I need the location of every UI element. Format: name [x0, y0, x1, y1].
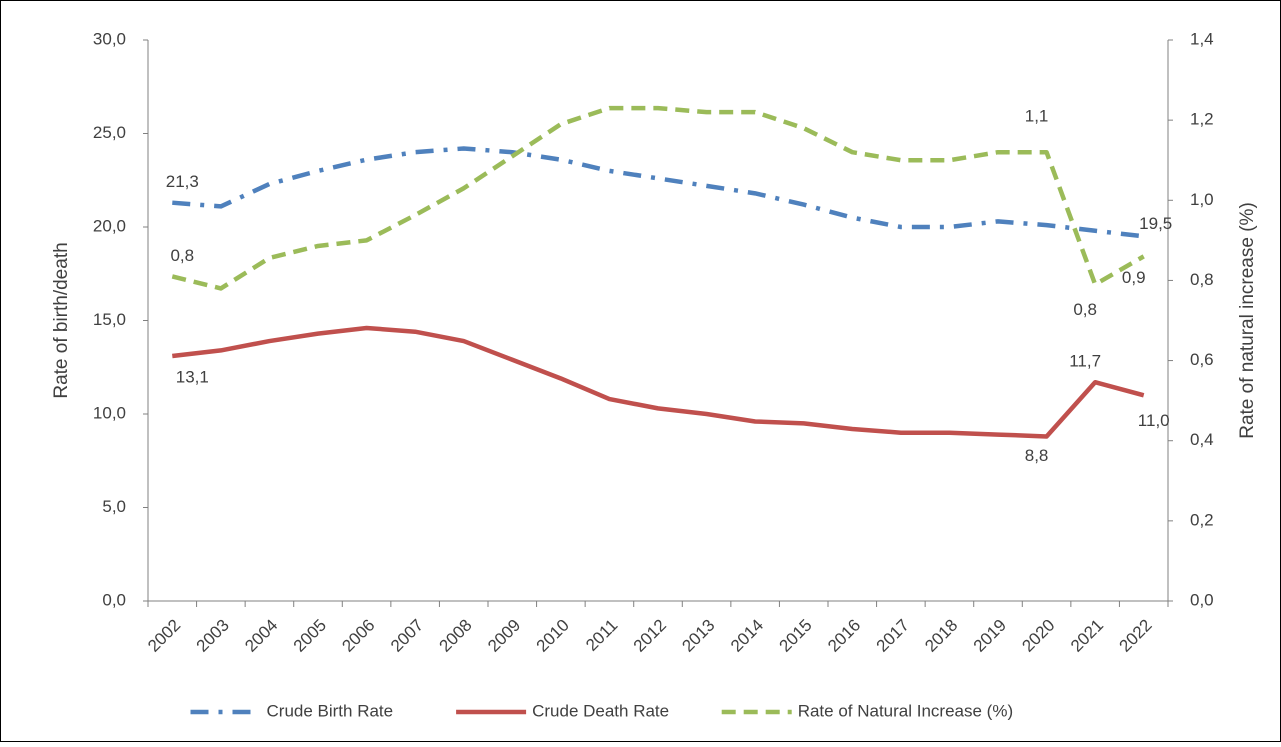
y-tick-label: 30,0	[93, 29, 126, 48]
series-line	[172, 146, 1144, 239]
x-tick-label: 2008	[436, 616, 476, 656]
x-tick-label: 2005	[290, 616, 330, 656]
y2-tick-label: 0,8	[1190, 270, 1214, 289]
x-tick-label: 2016	[824, 616, 864, 656]
y-tick-label: 0,0	[102, 590, 126, 609]
x-tick-label: 2021	[1067, 616, 1107, 656]
legend-label: Crude Birth Rate	[267, 701, 394, 720]
x-tick-label: 2003	[193, 616, 233, 656]
x-tick-label: 2022	[1116, 616, 1156, 656]
series-line	[171, 105, 1145, 291]
x-tick-label: 2002	[144, 616, 184, 656]
y-tick-label: 20,0	[93, 216, 126, 235]
y2-tick-label: 1,2	[1190, 110, 1214, 129]
x-tick-label: 2013	[678, 616, 718, 656]
y-tick-label: 10,0	[93, 403, 126, 422]
x-tick-label: 2019	[970, 616, 1010, 656]
x-tick-label: 2015	[776, 616, 816, 656]
legend-label: Crude Death Rate	[532, 701, 669, 720]
y-tick-label: 15,0	[93, 310, 126, 329]
data-label: 8,8	[1025, 446, 1049, 465]
data-label: 0,9	[1122, 268, 1146, 287]
y-axis-title: Rate of birth/death	[51, 242, 72, 398]
data-label: 1,1	[1025, 107, 1049, 126]
y-tick-label: 25,0	[93, 123, 126, 142]
data-label: 11,0	[1138, 411, 1170, 430]
data-label: 13,1	[176, 368, 209, 387]
x-tick-label: 2004	[241, 616, 281, 656]
x-tick-label: 2018	[921, 616, 961, 656]
x-tick-label: 2007	[387, 616, 427, 656]
x-tick-label: 2010	[533, 616, 573, 656]
x-tick-label: 2009	[484, 616, 524, 656]
y2-axis-title: Rate of natural increase (%)	[1237, 202, 1258, 439]
y2-tick-label: 1,0	[1190, 190, 1214, 209]
y2-tick-label: 0,4	[1190, 430, 1214, 449]
x-tick-label: 2012	[630, 616, 670, 656]
y-tick-label: 5,0	[102, 497, 126, 516]
x-tick-label: 2017	[873, 616, 913, 656]
data-label: 0,8	[1073, 300, 1097, 319]
data-label: 21,3	[166, 172, 199, 191]
x-tick-label: 2011	[582, 616, 621, 655]
y2-tick-label: 0,6	[1190, 350, 1214, 369]
y2-tick-label: 1,4	[1190, 29, 1214, 48]
x-tick-label: 2020	[1018, 616, 1058, 656]
x-tick-label: 2006	[338, 616, 378, 656]
y2-tick-label: 0,2	[1190, 510, 1214, 529]
data-label: 11,7	[1069, 352, 1101, 371]
series-line	[172, 325, 1145, 439]
data-label: 0,8	[170, 246, 194, 265]
x-tick-label: 2014	[727, 616, 767, 656]
y2-tick-label: 0,0	[1190, 590, 1214, 609]
legend-label: Rate of Natural Increase (%)	[798, 701, 1013, 720]
data-label: 19,5	[1139, 214, 1172, 233]
